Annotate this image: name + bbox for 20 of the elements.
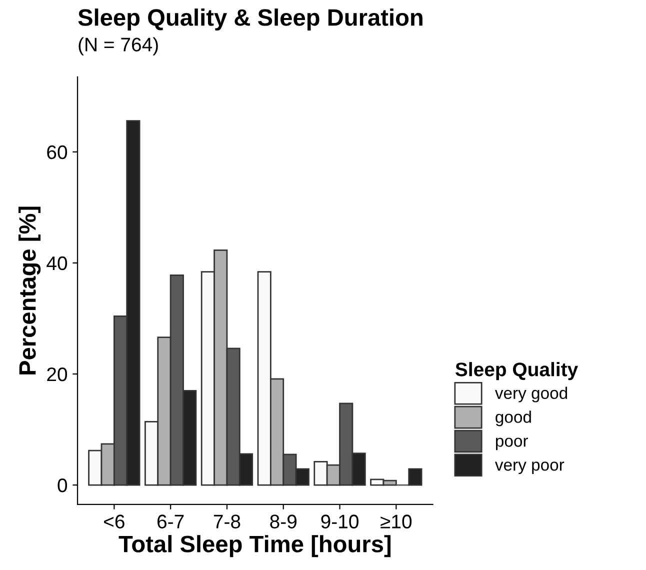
x-tick-label: 8-9 <box>270 514 296 528</box>
legend-label: very poor <box>494 462 564 474</box>
x-tick-label: <6 <box>104 514 124 528</box>
legend-label: very good <box>494 386 568 402</box>
x-tick-label: 7-8 <box>214 514 240 528</box>
y-tick-label: 40 <box>46 256 68 270</box>
x-tick-label: ≥10 <box>380 514 412 528</box>
x-tick-label: 6-7 <box>158 514 184 528</box>
bar <box>408 468 422 486</box>
legend-title: Sleep Quality <box>455 362 578 380</box>
y-tick-label: 60 <box>47 145 68 160</box>
x-tick-label: 9-10 <box>321 514 358 528</box>
legend-label: poor <box>496 438 528 450</box>
y-tick-label: 0 <box>58 478 68 492</box>
y-axis-title: Percentage [%] <box>18 206 41 374</box>
y-tick-label: 20 <box>47 367 68 382</box>
chart-subtitle: (N = 764) <box>78 37 158 56</box>
legend-label: good <box>496 410 531 426</box>
chart-title: Sleep Quality & Sleep Duration <box>78 8 422 31</box>
x-axis-title: Total Sleep Time [hours] <box>118 535 391 558</box>
